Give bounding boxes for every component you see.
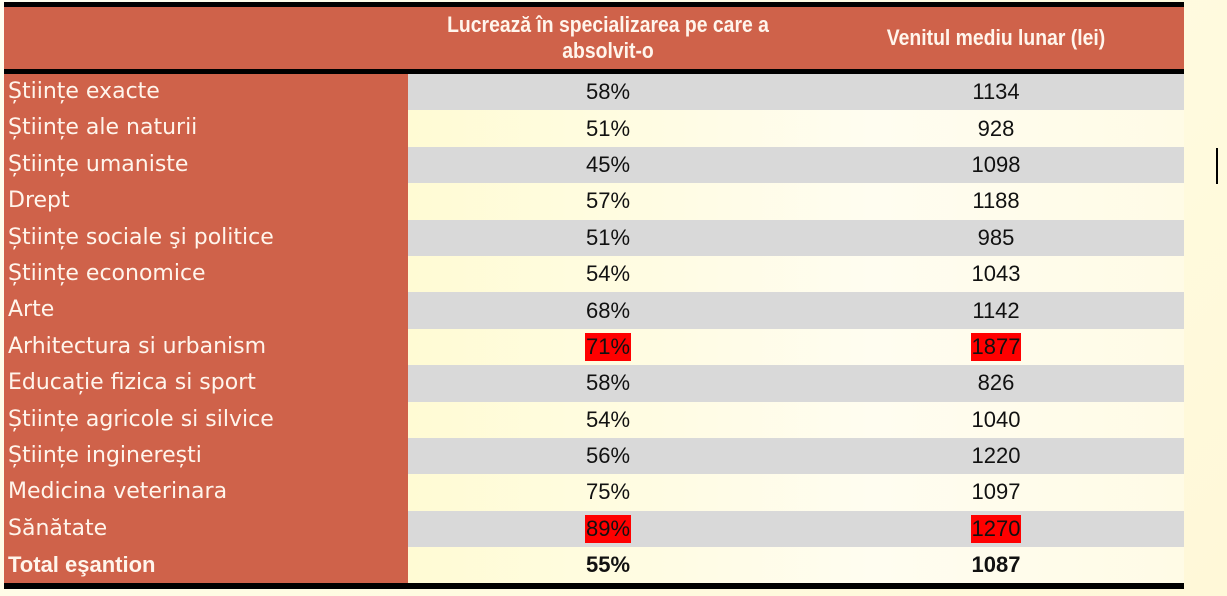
income-value: 826	[977, 370, 1015, 396]
income-value: 928	[977, 115, 1015, 141]
income-value: 1142	[972, 297, 1020, 323]
income-value: 1043	[971, 261, 1021, 287]
pct-value: 57%	[585, 188, 631, 214]
table-header: Lucrează în specializarea pe care a abso…	[4, 7, 1184, 69]
row-label: Educație fizica si sport	[4, 365, 408, 402]
header-average-monthly-income: Venitul mediu lunar (lei)	[886, 25, 1106, 50]
income-value: 1097	[971, 479, 1021, 505]
total-label: Total eşantion	[4, 547, 408, 584]
table-row: Științe umaniste 45% 1098	[4, 146, 1184, 184]
table-row-highlighted: Arhitectura si urbanism 71% 1877	[4, 328, 1184, 366]
row-label: Științe ale naturii	[4, 110, 408, 147]
row-label: Științe inginerești	[4, 437, 408, 475]
row-label: Științe exacte	[4, 74, 408, 111]
table-row-total: Total eşantion 55% 1087	[4, 547, 1184, 584]
row-label: Științe umaniste	[4, 146, 408, 184]
header-works-in-specialization: Lucrează în specializarea pe care a abso…	[447, 12, 769, 63]
pct-value: 68%	[585, 297, 631, 323]
table-row: Științe exacte 58% 1134	[4, 74, 1184, 111]
income-value-highlighted: 1877	[970, 332, 1022, 361]
income-value: 1098	[971, 151, 1021, 177]
table-row-highlighted: Sănătate 89% 1270	[4, 510, 1184, 548]
top-border	[4, 2, 1184, 7]
pct-value: 75%	[585, 479, 631, 505]
pct-value-highlighted: 71%	[584, 332, 632, 361]
income-value: 1188	[972, 188, 1020, 214]
income-value: 985	[977, 224, 1015, 250]
income-value-highlighted: 1270	[970, 514, 1022, 543]
pct-value: 51%	[585, 115, 631, 141]
row-label: Drept	[4, 183, 408, 220]
pct-value-highlighted: 89%	[584, 514, 632, 543]
pct-value: 45%	[585, 151, 631, 177]
row-label: Medicina veterinara	[4, 474, 408, 511]
pct-value: 54%	[585, 261, 631, 287]
pct-value: 54%	[585, 406, 631, 432]
row-label: Arte	[4, 292, 408, 329]
header-category	[4, 7, 408, 69]
table-row: Științe sociale şi politice 51% 985	[4, 219, 1184, 256]
data-table: Lucrează în specializarea pe care a abso…	[4, 2, 1184, 590]
table-row: Drept 57% 1188	[4, 183, 1184, 220]
pct-value: 58%	[585, 79, 631, 105]
total-pct-value: 55%	[585, 552, 631, 578]
row-label: Științe sociale şi politice	[4, 219, 408, 256]
table-row: Științe ale naturii 51% 928	[4, 110, 1184, 147]
row-label: Științe economice	[4, 255, 408, 293]
income-value: 1220	[971, 443, 1021, 469]
edge-mark	[1216, 148, 1218, 184]
pct-value: 51%	[585, 224, 631, 250]
row-label: Sănătate	[4, 510, 408, 548]
table-row: Arte 68% 1142	[4, 292, 1184, 329]
header-divider	[4, 69, 1184, 74]
table-row: Științe inginerești 56% 1220	[4, 437, 1184, 475]
row-label: Științe agricole si silvice	[4, 401, 408, 438]
table-row: Științe agricole si silvice 54% 1040	[4, 401, 1184, 438]
row-label: Arhitectura si urbanism	[4, 328, 408, 366]
income-value: 1040	[971, 406, 1021, 432]
table-row: Medicina veterinara 75% 1097	[4, 474, 1184, 511]
bottom-border	[4, 583, 1184, 590]
income-value: 1134	[972, 79, 1020, 105]
pct-value: 56%	[585, 443, 631, 469]
table-row: Științe economice 54% 1043	[4, 255, 1184, 293]
total-income-value: 1087	[971, 552, 1021, 578]
table-row: Educație fizica si sport 58% 826	[4, 365, 1184, 402]
pct-value: 58%	[585, 370, 631, 396]
